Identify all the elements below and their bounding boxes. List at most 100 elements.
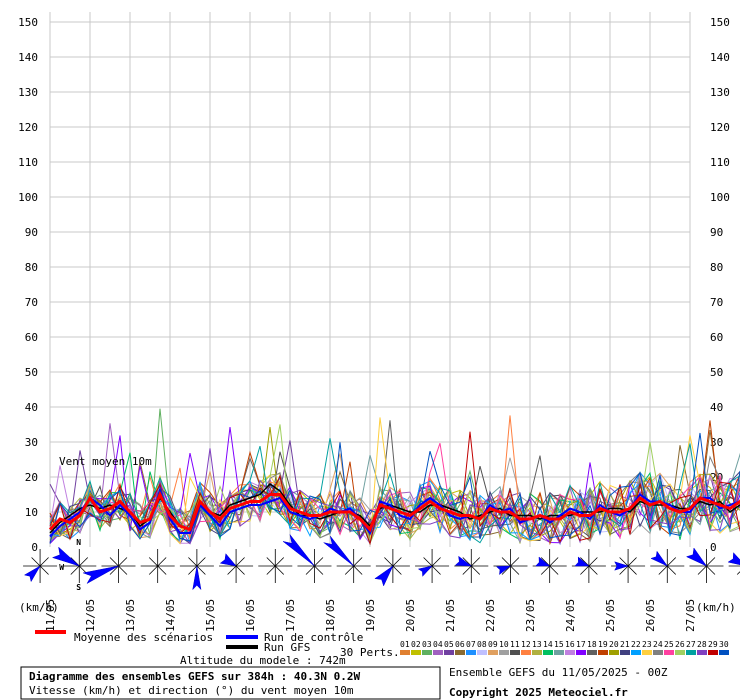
perturbation-swatch [422, 650, 432, 655]
perturbation-swatch [697, 650, 707, 655]
y-tick-label-left: 50 [25, 366, 38, 379]
x-date-label: 25/05 [604, 599, 617, 632]
y-tick-label-right: 130 [710, 86, 730, 99]
perturbation-line [49, 452, 740, 542]
wind-rose-sector [374, 565, 394, 587]
perturbation-number: 17 [576, 640, 586, 649]
y-tick-label-right: 110 [710, 156, 730, 169]
wind-rose-axis [619, 565, 629, 575]
x-date-label: 16/05 [244, 599, 257, 632]
wind-rose-sector [219, 553, 237, 567]
wind-rose-axis [706, 565, 716, 575]
gfs-line [49, 483, 740, 534]
perturbation-swatch [642, 650, 652, 655]
wind-rose-axis [266, 557, 276, 567]
perturbation-swatch [499, 650, 509, 655]
wind-rose-axis [344, 565, 354, 575]
wind-rose-axis [274, 557, 285, 567]
y-tick-label-right: 120 [710, 121, 730, 134]
y-tick-label-left: 80 [25, 261, 38, 274]
wind-rose-axis [666, 557, 677, 567]
perturbation-swatch [477, 650, 487, 655]
wind-rose-axis [462, 565, 472, 575]
perturbation-swatch [455, 650, 465, 655]
wind-rose-axis [157, 557, 167, 567]
info-subtitle: Vitesse (km/h) et direction (°) du vent … [29, 684, 354, 697]
y-tick-label-left: 70 [25, 296, 38, 309]
y-tick-label-left: 90 [25, 226, 38, 239]
wind-rose [415, 549, 450, 583]
compass-w: W [59, 563, 64, 572]
perturbation-number: 06 [455, 640, 465, 649]
y-tick-label-right: 0 [710, 541, 717, 554]
wind-rose-axis [148, 565, 158, 575]
perturbation-number: 02 [411, 640, 421, 649]
perturbation-legend: 01 02 03 04 05 06 07 08 09 10 11 12 13 14 15 16 17 18 19 20… [400, 640, 729, 655]
y-tick-label-left: 60 [25, 331, 38, 344]
perturbation-number: 27 [686, 640, 696, 649]
perturbation-number: 08 [477, 640, 487, 649]
perturbation-line [49, 471, 740, 546]
wind-rose-sector [650, 550, 669, 567]
wind-rose [179, 549, 214, 591]
perturbation-swatch [631, 650, 641, 655]
perturbation-number: 04 [433, 640, 443, 649]
perturbation-number: 25 [664, 640, 674, 649]
x-date-label: 17/05 [284, 599, 297, 632]
perturbation-swatch [653, 650, 663, 655]
wind-rose-axis [157, 565, 167, 575]
perturbation-line [49, 443, 740, 540]
wind-rose [323, 535, 371, 583]
perturbation-number: 22 [631, 640, 641, 649]
wind-rose-axis [109, 565, 119, 575]
perturbation-swatch [565, 650, 575, 655]
wind-rose-axis [196, 565, 206, 575]
wind-rose-axis [196, 557, 206, 567]
wind-rose-axis [706, 557, 716, 567]
perturbation-number: 20 [609, 640, 619, 649]
wind-rose-axis [78, 557, 89, 567]
compass-s: S [76, 583, 81, 592]
wind-rose [650, 549, 685, 583]
y-tick-label-right: 50 [710, 366, 723, 379]
legend: Moyenne des scénarios Run de contrôle Ru… [35, 630, 729, 667]
info-title: Diagramme des ensembles GEFS sur 384h : … [29, 670, 361, 683]
y-tick-label-left: 140 [18, 51, 38, 64]
wind-rose-axis [188, 557, 198, 567]
wind-rose-axis [266, 565, 276, 575]
perturbation-swatch [488, 650, 498, 655]
wind-rose-axis [658, 565, 668, 575]
perturbation-swatch [444, 650, 454, 655]
perturbation-line [49, 432, 740, 544]
wind-rose [454, 549, 489, 583]
wind-rose [611, 549, 646, 583]
wind-rose-sector [574, 556, 590, 567]
info-box-border [20, 666, 441, 700]
perturbation-swatch [433, 650, 443, 655]
wind-rose-axis [501, 565, 511, 575]
perturbation-swatch [411, 650, 421, 655]
wind-rose-axis [470, 565, 481, 575]
perturbation-number: 30 [719, 640, 729, 649]
perturbation-swatch [675, 650, 685, 655]
altitude-label: Altitude du modele : 742m [180, 654, 346, 667]
x-date-label: 27/05 [684, 599, 697, 632]
wind-rose-axis [510, 565, 520, 575]
wind-rose-axis [431, 557, 441, 567]
wind-rose-axis [274, 565, 285, 575]
perturbation-number: 26 [675, 640, 685, 649]
perturbation-number: 29 [708, 640, 718, 649]
wind-rose-axis [549, 565, 559, 575]
perturbation-number: 23 [642, 640, 652, 649]
perturbation-line [49, 472, 740, 539]
y-tick-label-right: 60 [710, 331, 723, 344]
y-tick-label-left: 100 [18, 191, 38, 204]
wind-rose-sector [614, 561, 629, 571]
wind-rose-axis [423, 557, 433, 567]
wind-rose [258, 549, 293, 583]
control-line [49, 487, 740, 538]
perturbation-swatch [543, 650, 553, 655]
x-date-label: 26/05 [644, 599, 657, 632]
x-date-label: 13/05 [124, 599, 137, 632]
x-date-label: 23/05 [524, 599, 537, 632]
